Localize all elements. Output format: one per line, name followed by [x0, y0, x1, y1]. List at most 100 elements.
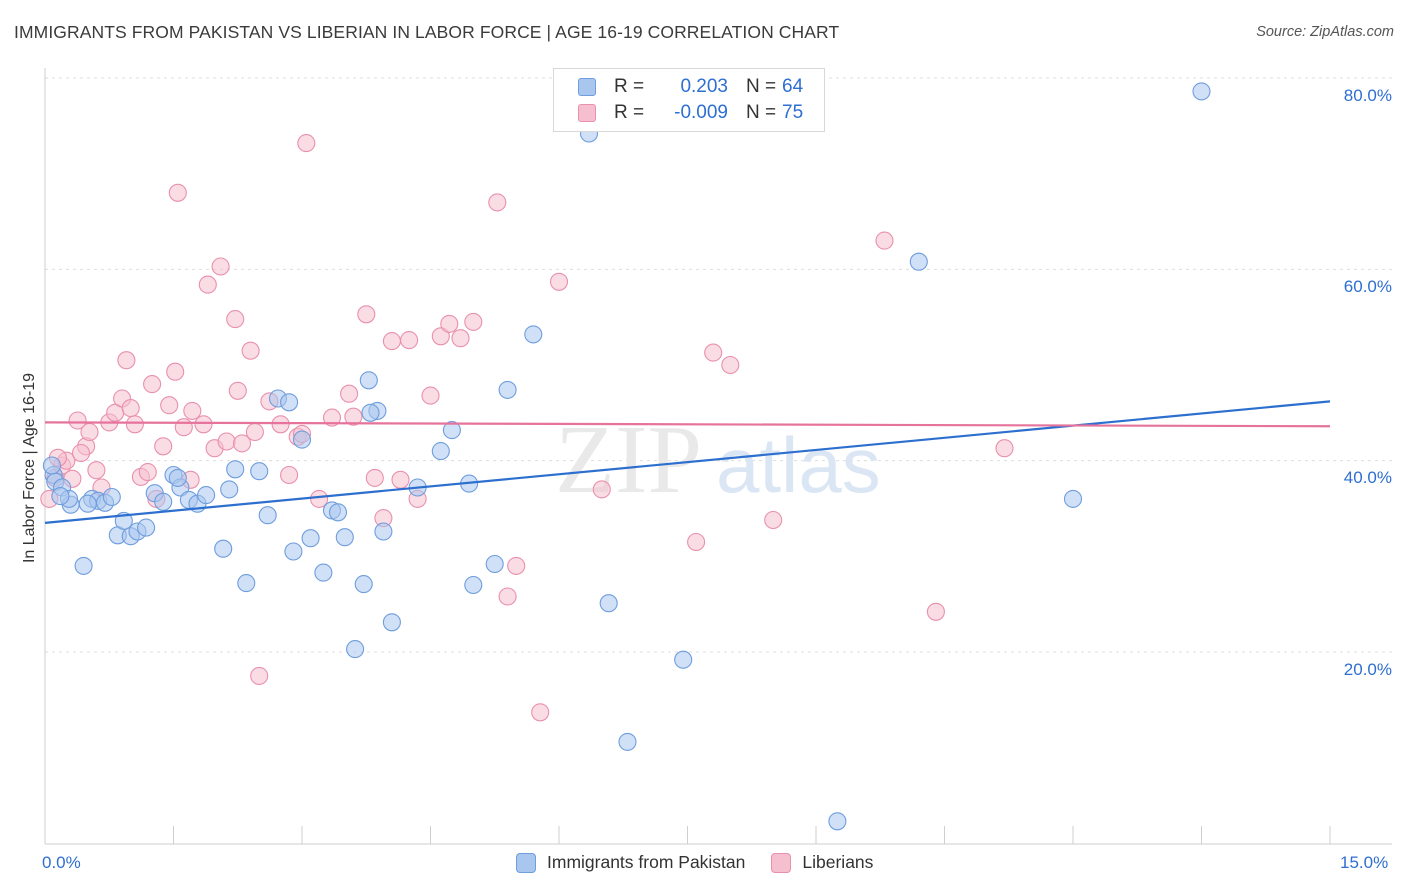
chart-title: IMMIGRANTS FROM PAKISTAN VS LIBERIAN IN …	[14, 22, 840, 42]
liberians-point	[194, 415, 213, 434]
liberians-point	[498, 587, 517, 606]
pakistan-point	[284, 542, 303, 561]
pakistan-point	[42, 456, 61, 475]
liberians-point	[68, 411, 87, 430]
pakistan-point	[214, 539, 233, 558]
pakistan-point	[828, 812, 847, 831]
pakistan-point	[909, 252, 928, 271]
legend-r-value: -0.009	[674, 102, 728, 123]
liberians-point	[926, 602, 945, 621]
liberians-point	[704, 343, 723, 362]
legend-n-value: 64	[782, 76, 804, 97]
pakistan-point	[154, 492, 173, 511]
legend-n-value: 75	[782, 102, 804, 123]
pakistan-point	[168, 468, 187, 487]
x-tick-label-max: 15.0%	[1340, 853, 1389, 872]
y-tick-label-40: 40.0%	[1343, 468, 1392, 487]
pakistan-point	[1063, 489, 1083, 508]
pakistan-point	[359, 371, 378, 390]
pakistan-point	[328, 503, 348, 522]
liberians-point	[995, 439, 1014, 458]
legend-item-liberians[interactable]: Liberians	[771, 852, 873, 873]
liberians-points	[40, 134, 1014, 722]
liberians-point	[431, 327, 450, 346]
liberians-point	[245, 422, 264, 442]
liberians-point	[440, 314, 459, 333]
pakistan-point	[314, 563, 333, 582]
liberians-trend-line	[44, 421, 1331, 428]
pakistan-point	[301, 529, 320, 548]
liberians-point	[340, 384, 359, 403]
pakistan-point	[498, 380, 517, 399]
liberians-point	[357, 305, 376, 324]
liberians-point	[125, 415, 144, 434]
liberians-point	[211, 257, 230, 276]
y-tick-label-20: 20.0%	[1343, 660, 1392, 679]
legend-label-liberians: Liberians	[802, 852, 874, 872]
pakistan-point	[618, 732, 637, 751]
liberians-point	[143, 375, 162, 394]
pakistan-point	[197, 486, 216, 505]
legend-r-label: R =	[614, 102, 645, 123]
series-legend: Immigrants from Pakistan Liberians	[516, 852, 899, 873]
legend-r-label: R =	[614, 76, 645, 97]
pakistan-point	[346, 640, 365, 659]
y-tick-label-60: 60.0%	[1343, 277, 1392, 296]
legend-swatch-blue	[516, 852, 536, 873]
legend-row-pakistan: R = 0.203 N = 64	[578, 75, 803, 99]
liberians-point	[391, 470, 410, 489]
liberians-point	[71, 443, 91, 463]
liberians-point	[549, 272, 569, 291]
y-tick-label-80: 80.0%	[1343, 86, 1392, 105]
liberians-point	[80, 422, 99, 442]
pakistan-point	[374, 522, 393, 541]
pakistan-point	[226, 460, 245, 479]
pakistan-point	[361, 403, 380, 422]
liberians-point	[138, 463, 157, 482]
liberians-point	[166, 362, 185, 381]
pakistan-point	[442, 421, 461, 440]
liberians-point	[250, 666, 269, 685]
x-tick-label-min: 0.0%	[42, 853, 81, 872]
pakistan-point	[102, 487, 121, 507]
pakistan-point	[78, 494, 97, 513]
liberians-point	[168, 183, 187, 202]
liberians-point	[531, 703, 550, 722]
pakistan-point	[464, 575, 483, 595]
liberians-point	[241, 341, 260, 360]
liberians-point	[400, 331, 419, 350]
legend-swatch-blue	[578, 78, 596, 96]
liberians-point	[507, 556, 526, 575]
pakistan-point	[382, 613, 401, 632]
pakistan-point	[250, 462, 269, 481]
pakistan-point	[74, 556, 93, 575]
legend-swatch-pink	[578, 104, 596, 122]
liberians-point	[160, 396, 179, 415]
liberians-point	[183, 401, 202, 420]
pakistan-trend-line	[44, 400, 1331, 524]
pakistan-point	[485, 554, 504, 574]
liberians-point	[217, 432, 236, 451]
liberians-point	[297, 134, 316, 153]
liberians-point	[592, 480, 611, 499]
liberians-point	[687, 532, 706, 552]
liberians-point	[226, 310, 245, 329]
liberians-point	[365, 468, 384, 487]
watermark-atlas: atlas	[716, 421, 881, 509]
gridlines	[45, 77, 1392, 653]
liberians-point	[451, 329, 470, 348]
liberians-point	[154, 437, 173, 456]
pakistan-point	[674, 650, 693, 669]
liberians-point	[382, 332, 401, 351]
legend-item-pakistan[interactable]: Immigrants from Pakistan	[516, 852, 745, 873]
pakistan-point	[599, 594, 618, 613]
liberians-point	[322, 408, 342, 427]
liberians-point	[174, 418, 193, 437]
liberians-point	[121, 399, 140, 418]
correlation-legend: R = 0.203 N = 64 R = -0.009 N = 75	[553, 68, 825, 132]
pakistan-point	[51, 487, 70, 506]
liberians-point	[117, 351, 136, 370]
liberians-point	[344, 407, 363, 426]
legend-row-liberians: R = -0.009 N = 75	[578, 101, 803, 125]
